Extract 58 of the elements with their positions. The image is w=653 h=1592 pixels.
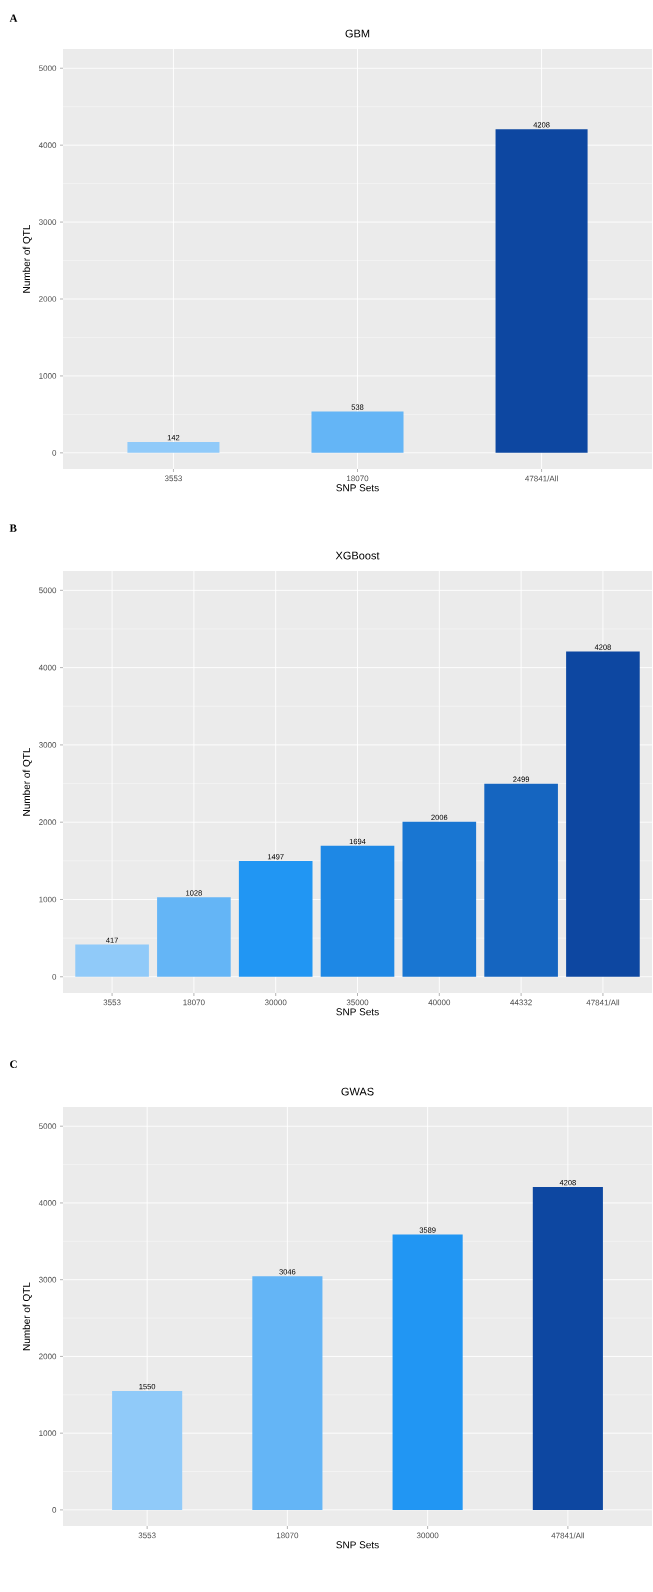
bar	[392, 1234, 463, 1510]
bar	[252, 1276, 323, 1510]
bar	[532, 1186, 603, 1510]
text: B	[9, 524, 17, 532]
y-tick-label: 3000	[38, 742, 57, 748]
bar	[495, 129, 588, 453]
y-tick-label: 1000	[39, 896, 57, 903]
bar	[127, 441, 220, 453]
y-tick-label: 2000	[39, 296, 57, 302]
y-tick-label: 1000	[39, 373, 57, 379]
bar	[75, 944, 149, 977]
x-tick-label: 47841/All	[525, 475, 558, 482]
x-tick-label: 47841/All	[586, 999, 620, 1006]
y-tick-label: 4000	[38, 1200, 57, 1206]
bar	[112, 1390, 183, 1510]
y-tick-label: 5000	[38, 587, 57, 594]
y-tick-label: 0	[52, 973, 57, 980]
y-tick-label: 2000	[39, 819, 57, 826]
bar	[320, 845, 395, 977]
x-axis-title: SNP Sets	[336, 1541, 379, 1549]
text: C	[10, 1060, 17, 1068]
x-tick-label: 3553	[164, 475, 182, 482]
text: A	[9, 14, 18, 22]
chart-title: GBM	[345, 29, 370, 38]
y-tick-label: 4000	[38, 664, 57, 671]
y-tick-label: 5000	[38, 65, 57, 72]
x-axis-title: SNP Sets	[336, 1008, 379, 1016]
x-axis-title: SNP Sets	[336, 484, 379, 492]
bar	[238, 861, 313, 977]
y-axis-title: Number of QTL	[22, 747, 32, 816]
y-tick-label: 4000	[38, 142, 57, 148]
y-tick-label: 5000	[38, 1123, 57, 1130]
x-tick-label: 18070	[276, 1532, 299, 1539]
x-tick-label: 3553	[138, 1532, 156, 1539]
x-tick-label: 18070	[346, 475, 369, 482]
y-axis-title: Number of QTL	[22, 224, 32, 293]
x-tick-label: 18070	[183, 999, 205, 1006]
bar	[157, 897, 231, 977]
bar	[566, 651, 640, 977]
y-axis-title: Number of QTL	[22, 1282, 32, 1351]
x-tick-label: 3553	[103, 999, 121, 1006]
chart-title: GWAS	[341, 1087, 374, 1096]
chart-title: XGBoost	[335, 551, 380, 560]
x-tick-label: 40000	[428, 999, 451, 1006]
x-tick-label: 47841/All	[551, 1532, 584, 1539]
y-tick-label: 3000	[38, 1276, 57, 1283]
x-tick-label: 44332	[510, 999, 532, 1006]
y-tick-label: 0	[52, 450, 57, 456]
y-tick-label: 0	[52, 1507, 57, 1513]
x-tick-label: 30000	[264, 999, 287, 1006]
bar	[484, 783, 558, 977]
y-tick-label: 3000	[38, 219, 57, 225]
y-tick-label: 2000	[39, 1353, 57, 1360]
bar	[311, 411, 404, 453]
x-tick-label: 35000	[346, 999, 369, 1006]
bar	[402, 821, 477, 977]
y-tick-label: 1000	[39, 1430, 57, 1436]
x-tick-label: 30000	[416, 1532, 439, 1539]
